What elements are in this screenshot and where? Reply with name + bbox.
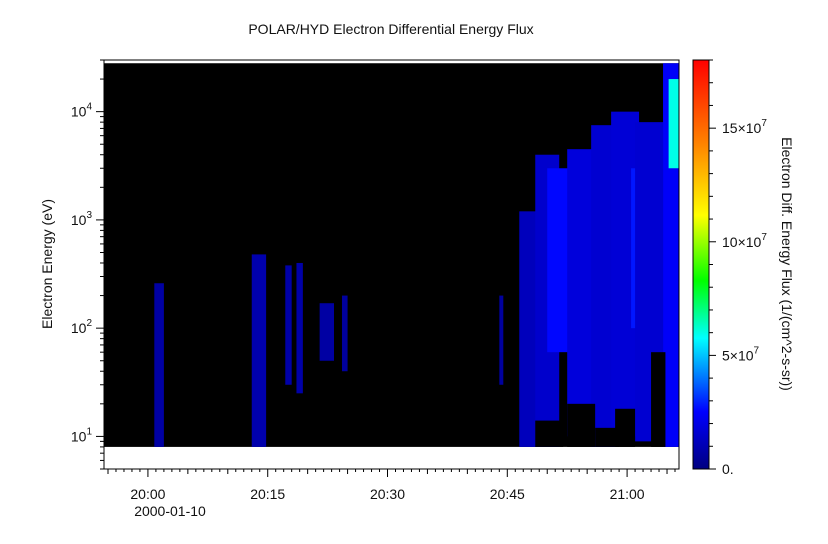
x-tick-label: 20:00: [130, 486, 165, 502]
colorbar-ticks: 0. 5×107 10×107 15×107: [709, 59, 767, 477]
x-axis-date-label: 2000-01-10: [134, 503, 206, 519]
flux-cell: [251, 254, 267, 447]
flux-cell: [499, 295, 504, 385]
flux-cell: [668, 79, 679, 169]
x-axis: 20:00 20:15 20:30 20:45 21:00: [107, 469, 676, 502]
flux-cell: [154, 283, 164, 447]
colorbar-tick-label: 15×107: [722, 118, 767, 136]
flux-cell: [591, 125, 616, 447]
spectrogram-data: [104, 63, 679, 447]
flux-cell: [547, 168, 572, 353]
data-gap: [595, 427, 620, 447]
flux-cell: [319, 303, 334, 361]
data-gap: [615, 408, 636, 447]
chart-title: POLAR/HYD Electron Differential Energy F…: [248, 21, 533, 37]
flux-cell: [296, 262, 303, 394]
flux-cell: [341, 295, 348, 372]
data-gap: [535, 420, 564, 447]
y-tick-label: 103: [71, 210, 93, 228]
y-tick-label: 101: [71, 426, 93, 444]
plot-frame: [103, 59, 680, 470]
data-gap: [651, 352, 666, 447]
data-gap: [567, 403, 596, 447]
flux-cell: [285, 265, 292, 385]
colorbar-tick-label: 5×107: [722, 345, 760, 363]
colorbar: [692, 59, 710, 470]
colorbar-tick-label: 10×107: [722, 232, 767, 250]
x-tick-label: 20:15: [250, 486, 285, 502]
colorbar-label: Electron Diff. Energy Flux (1/(cm^2-s-sr…: [779, 137, 795, 391]
flux-cell: [567, 149, 596, 437]
x-tick-label: 20:45: [490, 486, 525, 502]
y-tick-label: 104: [71, 102, 93, 120]
flux-cell: [519, 211, 540, 447]
y-axis-label: Electron Energy (eV): [39, 199, 55, 329]
x-tick-label: 20:30: [370, 486, 405, 502]
y-axis: 101 102 103 104: [71, 59, 104, 470]
x-tick-label: 21:00: [610, 486, 645, 502]
colorbar-tick-label: 0.: [722, 461, 734, 477]
y-tick-label: 102: [71, 318, 93, 336]
